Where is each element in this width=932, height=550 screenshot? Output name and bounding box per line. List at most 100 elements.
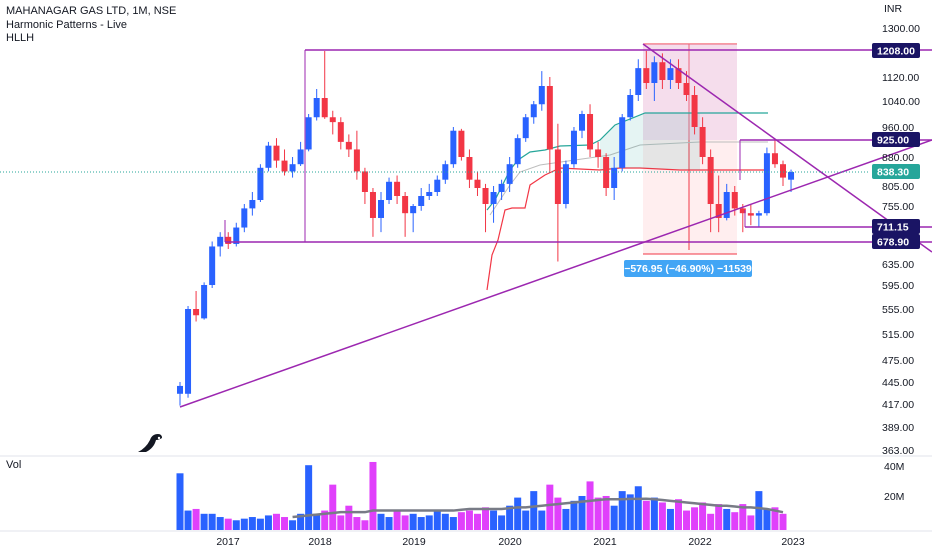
candle-body [570,130,577,165]
candle [763,147,770,216]
candle-body [627,95,634,118]
volume-bar [272,513,280,530]
candle-body [635,68,642,95]
candle-body [458,130,465,157]
candle-body [755,213,762,216]
candle-body [321,98,328,118]
price-tag: 678.90 [872,234,920,249]
candle-body [233,227,240,244]
candle-body [482,188,489,204]
y-tick-label: 960.00 [882,122,914,134]
candle [225,232,232,249]
candle-body [177,385,183,394]
indicator-name[interactable]: Harmonic Patterns - Live [6,18,128,31]
candle-body [418,196,425,206]
volume-bar [425,515,433,530]
y-tick-label: 555.00 [882,304,914,316]
candle-body [619,117,626,168]
y-tick-label: 417.00 [882,399,914,411]
candle [177,382,183,406]
candle-body [530,104,537,118]
candle [595,141,602,168]
candle-layer: −576.95 (−46.90%) −11539 [0,43,932,408]
tradingview-logo-icon [138,434,162,452]
y-tick-label: 363.00 [882,445,914,457]
candle [466,149,473,188]
candle [562,160,569,209]
volume-bar [482,507,490,530]
x-tick-label: 2023 [781,536,805,548]
candle-body [579,114,585,131]
candle-body [506,164,513,184]
candle [474,171,481,196]
candle [635,59,642,101]
volume-layer [176,461,787,530]
candle [378,192,384,233]
candle [201,282,208,320]
candle [627,89,634,121]
x-tick-label: 2018 [308,536,332,548]
candle-body [466,157,473,180]
candle-body [217,236,224,247]
candle-body [587,114,594,150]
price-tag-label: 711.15 [877,222,909,234]
volume-bar [401,515,409,530]
candle-body [699,127,706,157]
candle-body [353,149,360,172]
candle-body [281,160,288,172]
candle [691,86,698,135]
price-tag-label: 1208.00 [877,46,915,58]
volume-tick-label: 40M [884,461,904,473]
volume-bar [289,520,297,530]
y-tick-label: 1120.00 [882,72,919,84]
volume-bar [707,513,715,530]
y-tick-label: 755.00 [882,201,914,213]
volume-bar [779,513,787,530]
candle-body [546,86,553,150]
candle-body [554,149,561,204]
volume-bar [755,491,763,530]
candle-body [257,167,264,200]
candle [209,241,216,288]
symbol-title[interactable]: MAHANAGAR GAS LTD, 1M, NSE [6,5,177,17]
volume-bar [650,497,658,530]
volume-tick-label: 20M [884,491,904,503]
candle [337,117,344,150]
price-tag-bg [872,219,920,234]
candle [458,128,465,161]
candle-body [329,117,336,123]
volume-bar [393,510,401,530]
volume-bar [530,491,538,530]
candle-body [747,213,754,216]
candle [361,167,368,204]
candle [771,140,778,168]
volume-bar [417,517,425,530]
y-tick-label: 880.00 [882,152,914,164]
volume-bar [522,510,530,530]
candle-body [305,117,312,150]
pattern-name: HLLH [6,32,35,44]
candle-body [369,192,376,218]
candle [587,104,594,157]
price-tag-bg [872,234,920,249]
candle-body [659,62,666,80]
volume-bar [208,513,216,530]
candle [265,141,272,172]
candle [482,183,489,233]
volume-bar [441,513,449,530]
candle [345,134,352,157]
candle [402,192,409,237]
candle [369,188,376,237]
price-tag-bg [872,132,920,147]
volume-bar [184,510,192,530]
candle [780,160,786,186]
volume-bar [345,505,353,530]
volume-bar [683,510,691,530]
candle-body [683,83,690,95]
candle-body [643,68,650,83]
candle [490,186,497,223]
candle [530,101,537,124]
candle-body [402,196,409,214]
candle-body [723,192,730,218]
